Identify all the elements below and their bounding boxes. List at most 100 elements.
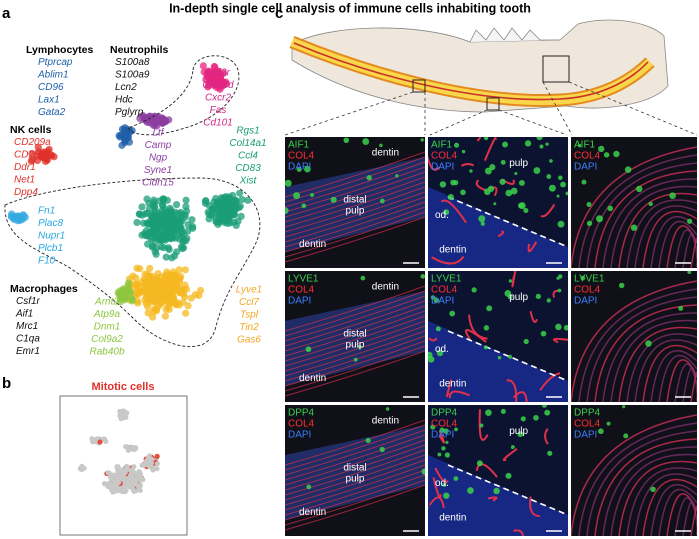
- cell: [635, 185, 643, 193]
- cell-dot: [210, 62, 218, 71]
- cell: [420, 138, 424, 142]
- cell-dot: [212, 217, 220, 226]
- annotation: od.: [435, 478, 449, 489]
- stain-label: COL4: [288, 285, 315, 296]
- vessel: [527, 241, 538, 253]
- cell: [444, 452, 450, 458]
- vessel: [285, 211, 425, 258]
- vessel: [539, 372, 561, 391]
- cell: [484, 137, 489, 141]
- cell: [433, 297, 440, 304]
- cell: [540, 330, 547, 337]
- annotation: distal: [343, 463, 366, 474]
- cell-dot: [136, 265, 144, 273]
- cell: [443, 492, 450, 499]
- stain-label: AIF1: [288, 140, 310, 151]
- vessel: [511, 271, 517, 288]
- gene-name: Lax1: [38, 95, 60, 106]
- cell-dot: [121, 124, 129, 132]
- layer: [642, 210, 697, 268]
- gene-name: CD96: [38, 82, 64, 93]
- annotation: od.: [435, 344, 449, 355]
- tissue-band: [285, 157, 425, 252]
- vessel: [428, 337, 438, 342]
- vessel: [285, 151, 425, 198]
- cell-dot: [132, 274, 140, 282]
- layer: [626, 467, 697, 536]
- cell: [304, 165, 311, 173]
- cell-dot: [148, 456, 154, 462]
- cell: [598, 428, 604, 435]
- cell-dot: [120, 135, 129, 143]
- layer: [602, 446, 697, 536]
- vessel: [475, 463, 498, 478]
- vessel: [513, 529, 525, 536]
- cell: [556, 194, 560, 198]
- cell-dot: [122, 470, 128, 476]
- cell: [650, 486, 656, 493]
- cell: [484, 167, 492, 175]
- cell: [596, 215, 603, 223]
- gene-name: Ccl7: [239, 297, 259, 308]
- group-title: Lymphocytes: [26, 44, 93, 56]
- stain-label: DAPI: [288, 430, 311, 441]
- layer: [682, 367, 697, 402]
- cell-dot: [128, 446, 135, 452]
- cell: [301, 203, 307, 209]
- stain-label: DAPI: [574, 296, 597, 307]
- stain-label: AIF1: [431, 140, 453, 151]
- gene-name: Gata2: [38, 107, 66, 118]
- stain-label: COL4: [288, 419, 315, 430]
- cell-dot: [133, 280, 141, 289]
- cell: [556, 276, 560, 280]
- layer: [690, 236, 697, 268]
- cell: [510, 445, 515, 449]
- gene-name: Aif1: [15, 309, 33, 320]
- annotation: dentin: [299, 239, 326, 250]
- gene-name: C1qa: [16, 334, 40, 345]
- cell-dot: [169, 293, 178, 302]
- cell: [310, 193, 315, 198]
- vessel: [487, 496, 498, 502]
- vessel: [285, 454, 425, 501]
- cell-dot: [109, 485, 116, 491]
- cell-dot: [139, 287, 147, 295]
- cell-dot: [119, 488, 125, 495]
- vessel: [431, 255, 465, 265]
- panel-label: b: [2, 375, 11, 392]
- gene-name: Atp9a: [93, 309, 121, 320]
- cell-dot: [124, 286, 132, 294]
- cell: [365, 437, 371, 444]
- gene-name: Hdc: [115, 95, 133, 106]
- cell-dot: [135, 210, 143, 218]
- cell: [500, 408, 506, 414]
- gene-name: Rab40b: [89, 347, 124, 358]
- cell: [577, 143, 582, 148]
- cell: [535, 293, 541, 300]
- cell: [453, 179, 459, 186]
- tsne-scatter: [7, 62, 252, 321]
- gene-name: Clec4d: [202, 80, 234, 91]
- stain-label: DAPI: [574, 430, 597, 441]
- layer: [602, 312, 697, 402]
- cell: [580, 275, 586, 281]
- cell-dot: [34, 143, 42, 151]
- cell: [469, 169, 473, 173]
- cell: [499, 178, 506, 185]
- cell: [460, 189, 466, 196]
- vessel: [285, 424, 425, 471]
- cell-dot: [175, 266, 183, 274]
- stain-label: LYVE1: [431, 274, 462, 285]
- layer: [658, 488, 697, 536]
- cell-dot: [150, 305, 159, 313]
- cell-dot: [128, 126, 136, 135]
- cell-dot: [175, 288, 183, 297]
- panel-title: Mitotic cells: [92, 381, 155, 393]
- cell-dot: [146, 264, 154, 272]
- cell-dot: [19, 215, 27, 223]
- cell-dot: [144, 303, 152, 311]
- cell: [523, 207, 529, 213]
- cell-dot: [225, 193, 233, 201]
- cell-dot: [143, 118, 151, 126]
